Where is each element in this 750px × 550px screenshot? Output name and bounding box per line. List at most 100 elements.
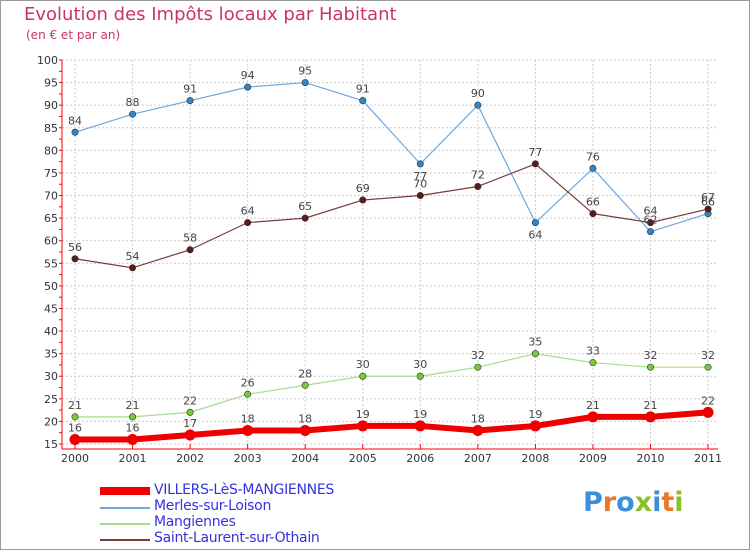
data-point-merles-sur-loison-2002 [186,97,194,105]
data-point-villers-l-s-mangiennes-2002 [184,429,196,441]
data-point-mangiennes-2002 [186,408,194,416]
data-point-mangiennes-2010 [646,363,654,371]
data-point-villers-l-s-mangiennes-2010 [645,411,656,423]
data-label-villers-l-s-mangiennes-2003: 18 [241,412,255,425]
y-tick-label-85: 85 [44,122,58,135]
data-point-villers-l-s-mangiennes-2011 [702,406,714,418]
data-point-mangiennes-2003 [244,390,252,398]
legend-swatch-saint-laurent [100,539,150,541]
data-label-mangiennes-2007: 32 [471,349,485,362]
data-point-mangiennes-2000 [71,413,79,421]
data-point-mangiennes-2009 [589,359,597,367]
legend-label-villers: VILLERS-LèS-MANGIENNES [154,482,334,498]
data-label-merles-sur-loison-2006: 77 [413,170,427,183]
data-point-saint-laurent-sur-othain-2010 [646,219,654,227]
y-tick-label-30: 30 [44,370,58,383]
logo-letter: i [652,487,662,518]
y-tick-label-50: 50 [44,280,58,293]
data-point-merles-sur-loison-2007 [474,101,482,109]
data-label-saint-laurent-sur-othain-2007: 72 [471,168,485,181]
data-label-villers-l-s-mangiennes-2001: 16 [126,421,140,434]
data-label-mangiennes-2009: 33 [586,345,600,358]
x-tick-label-2004: 2004 [291,452,319,465]
data-label-merles-sur-loison-2008: 64 [528,229,542,242]
data-point-villers-l-s-mangiennes-2007 [472,424,484,436]
data-label-mangiennes-2010: 32 [644,349,658,362]
data-point-mangiennes-2004 [301,381,309,389]
data-label-villers-l-s-mangiennes-2007: 18 [471,412,485,425]
data-label-saint-laurent-sur-othain-2010: 64 [644,205,658,218]
logo-letter: r [602,487,617,518]
data-point-villers-l-s-mangiennes-2001 [127,433,139,445]
legend-label-mangiennes: Mangiennes [154,514,236,530]
data-point-saint-laurent-sur-othain-2002 [186,246,194,254]
legend-swatch-mangiennes [100,523,150,525]
data-label-villers-l-s-mangiennes-2008: 19 [528,408,542,421]
data-point-merles-sur-loison-2004 [301,79,309,87]
data-label-saint-laurent-sur-othain-2006: 70 [413,178,427,191]
data-label-mangiennes-2002: 22 [183,394,197,407]
data-point-mangiennes-2001 [129,413,137,421]
series-line-mangiennes [74,353,709,418]
data-label-mangiennes-2006: 30 [413,358,427,371]
x-tick-label-2003: 2003 [234,452,262,465]
y-tick-label-70: 70 [44,190,58,203]
data-label-merles-sur-loison-2010: 62 [644,214,658,227]
data-label-saint-laurent-sur-othain-2009: 66 [586,196,600,209]
data-label-saint-laurent-sur-othain-2003: 64 [241,205,255,218]
data-label-villers-l-s-mangiennes-2004: 18 [298,412,312,425]
data-point-villers-l-s-mangiennes-2009 [587,411,599,423]
data-label-merles-sur-loison-2001: 88 [126,96,140,109]
data-point-mangiennes-2006 [416,372,424,380]
y-tick-label-80: 80 [44,144,58,157]
x-tick-label-2008: 2008 [521,452,549,465]
x-tick-label-2007: 2007 [464,452,492,465]
data-label-merles-sur-loison-2000: 84 [68,114,82,127]
y-tick-label-55: 55 [44,257,58,270]
axis-layer: 15 20 25 30 35 40 45 50 55 60 65 70 75 80 85 90 95 100 200… [37,54,722,465]
y-tick-label-20: 20 [44,415,58,428]
data-point-saint-laurent-sur-othain-2000 [71,255,79,263]
data-label-merles-sur-loison-2003: 94 [241,69,255,82]
data-point-mangiennes-2008 [531,350,539,358]
data-point-saint-laurent-sur-othain-2008 [531,160,539,168]
data-label-merles-sur-loison-2004: 95 [298,65,312,78]
data-point-villers-l-s-mangiennes-2008 [529,420,541,432]
data-label-saint-laurent-sur-othain-2000: 56 [68,241,82,254]
data-label-villers-l-s-mangiennes-2002: 17 [183,417,197,430]
data-point-mangiennes-2007 [474,363,482,371]
series-line-saint-laurent-sur-othain [74,163,709,269]
y-tick-label-15: 15 [44,438,58,451]
data-label-villers-l-s-mangiennes-2005: 19 [356,408,370,421]
data-point-saint-laurent-sur-othain-2006 [416,192,424,200]
data-point-saint-laurent-sur-othain-2007 [474,182,482,190]
data-point-saint-laurent-sur-othain-2005 [359,196,367,204]
y-tick-label-90: 90 [44,99,58,112]
data-label-mangiennes-2004: 28 [298,367,312,380]
y-tick-label-100: 100 [37,54,58,67]
data-label-merles-sur-loison-2011: 66 [701,196,715,209]
data-point-villers-l-s-mangiennes-2004 [299,424,311,436]
series-line-merles-sur-loison [74,81,709,233]
x-tick-label-2002: 2002 [176,452,204,465]
chart-subtitle: (en € et par an) [26,28,121,42]
x-tick-label-2006: 2006 [406,452,434,465]
data-point-mangiennes-2011 [704,363,712,371]
data-label-villers-l-s-mangiennes-2010: 21 [644,399,658,412]
data-label-mangiennes-2000: 21 [68,399,82,412]
logo-letter: i [674,487,684,518]
data-label-mangiennes-2003: 26 [241,376,255,389]
y-tick-label-75: 75 [44,167,58,180]
grid-layer [62,59,718,445]
x-tick-label-2005: 2005 [349,452,377,465]
data-label-villers-l-s-mangiennes-2009: 21 [586,399,600,412]
x-tick-label-2011: 2011 [694,452,722,465]
y-tick-label-95: 95 [44,77,58,90]
data-point-villers-l-s-mangiennes-2005 [357,420,369,432]
data-point-villers-l-s-mangiennes-2000 [69,433,81,445]
data-point-saint-laurent-sur-othain-2004 [301,214,309,222]
series-layer [69,79,714,445]
data-label-villers-l-s-mangiennes-2000: 16 [68,421,82,434]
